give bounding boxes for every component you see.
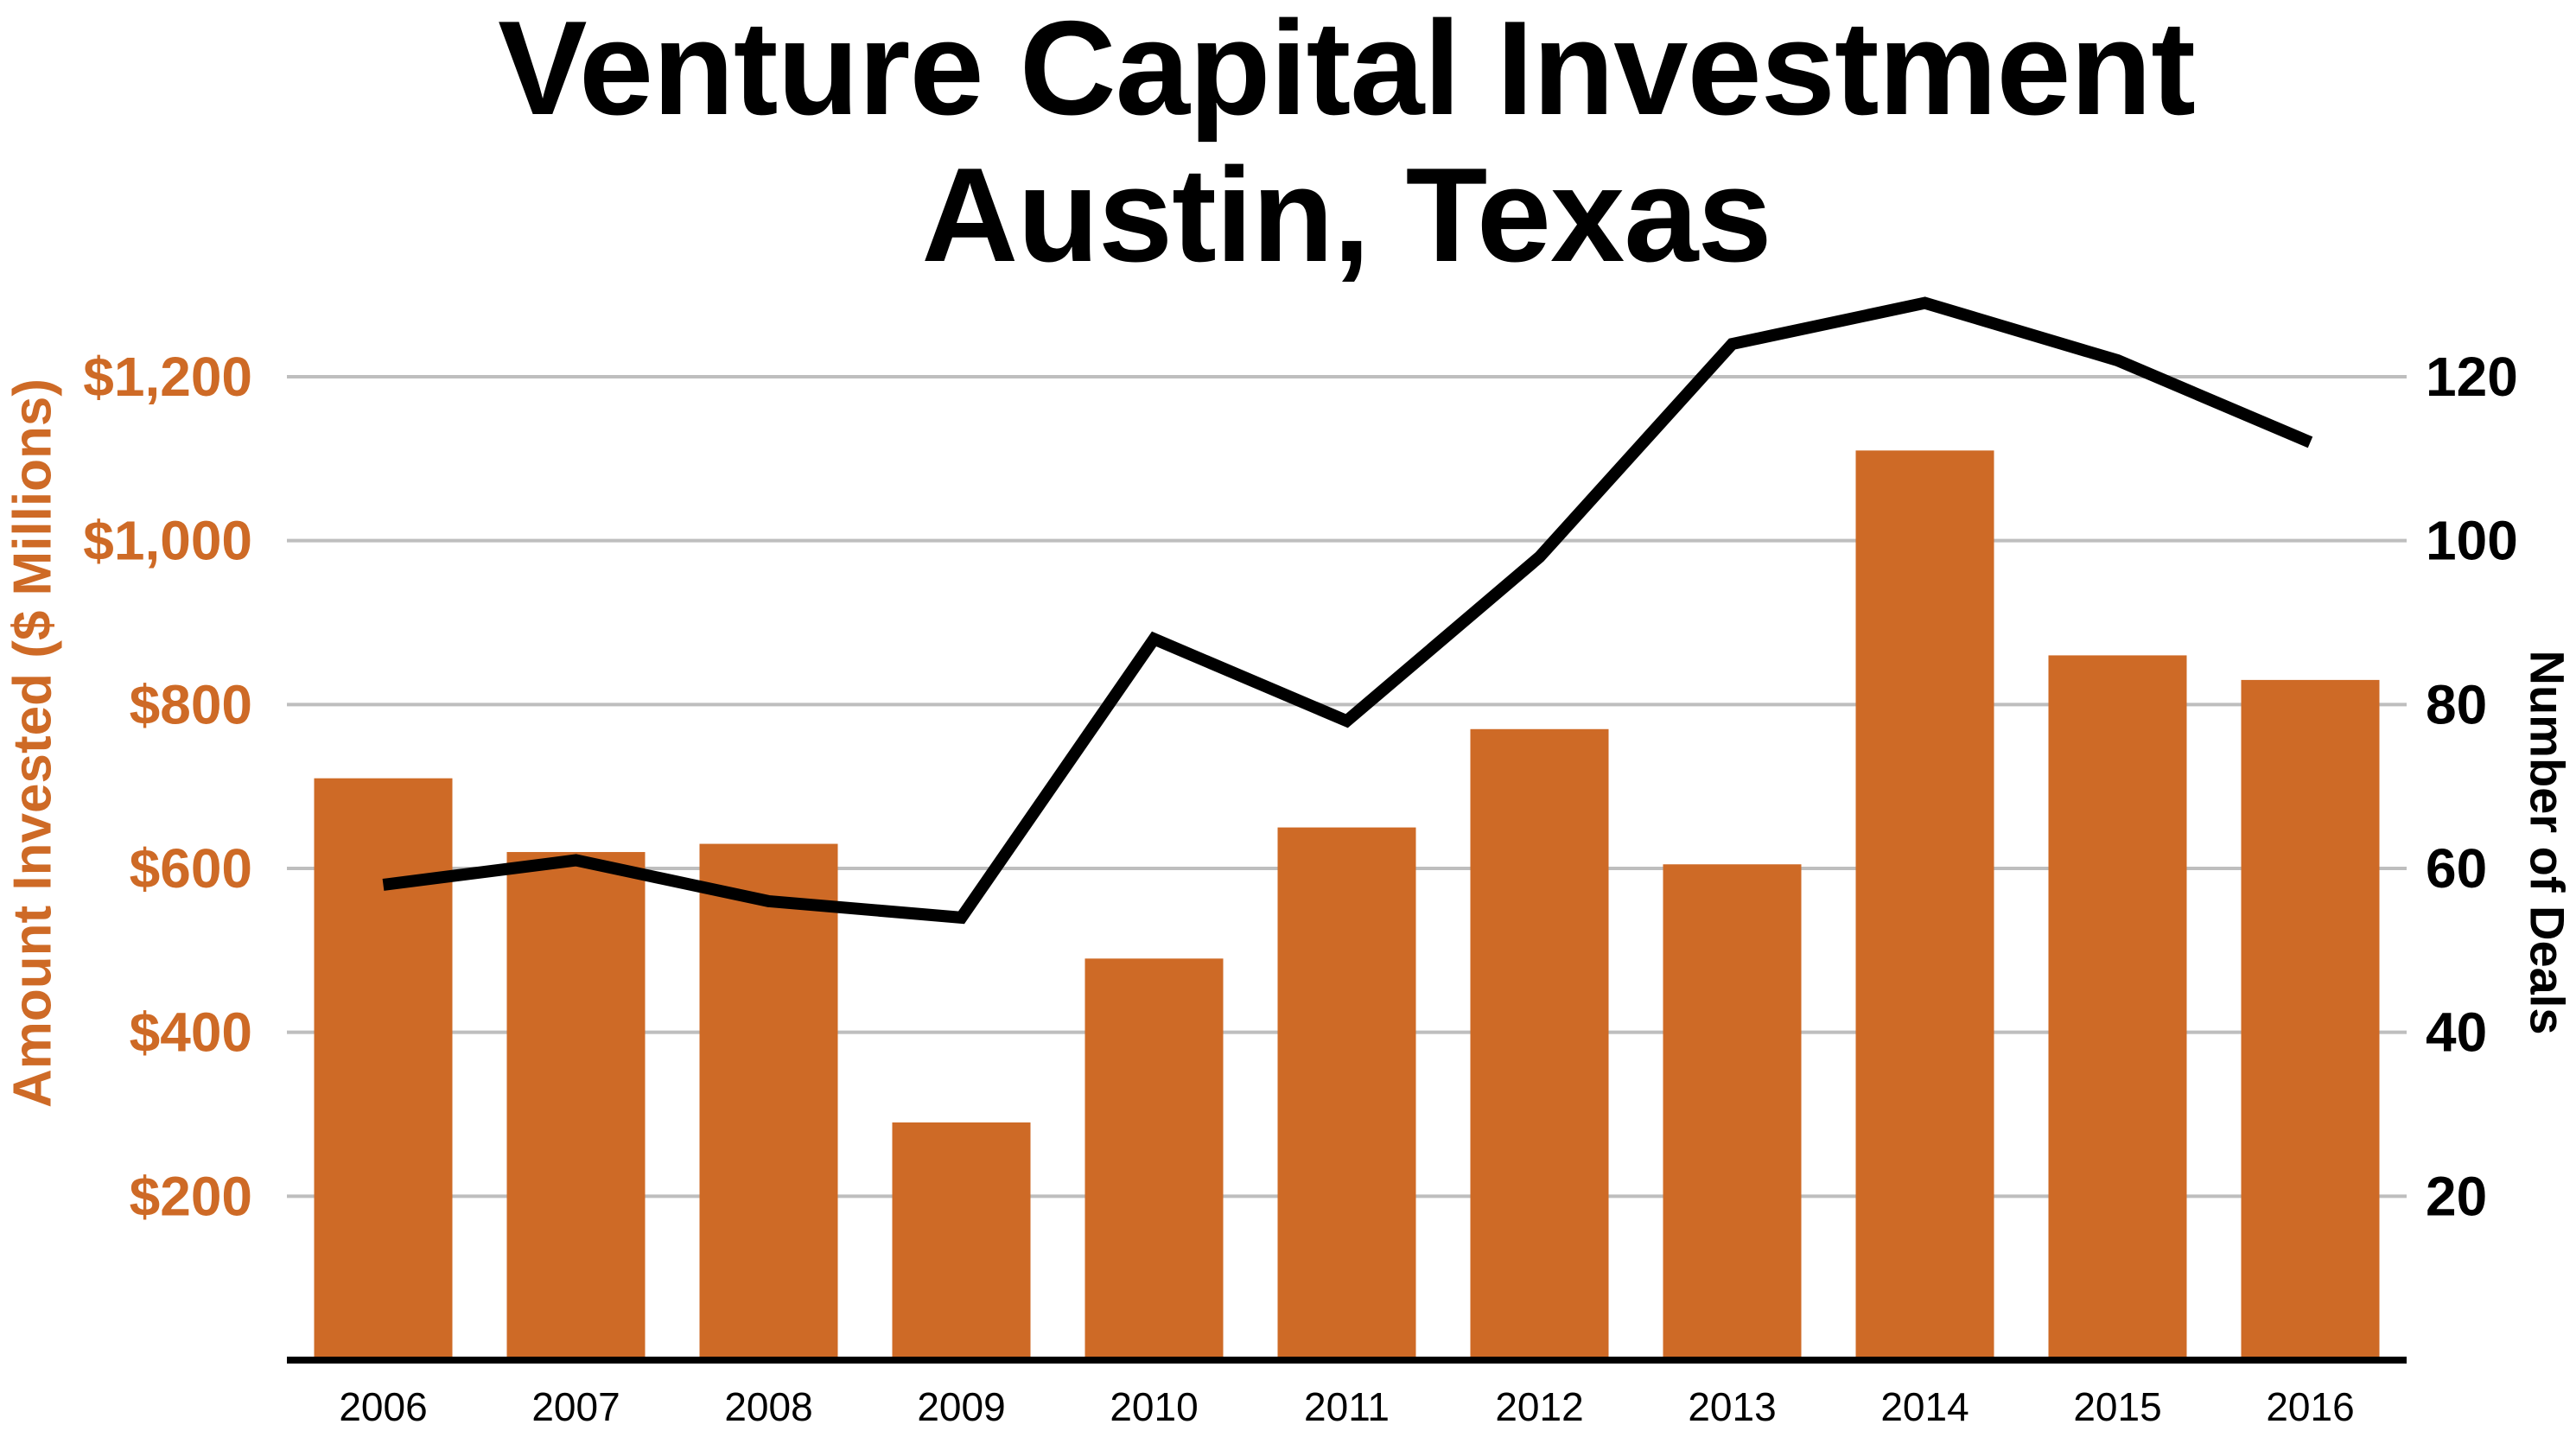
bar-2014 bbox=[1855, 450, 1994, 1360]
chart-title-line2: Austin, Texas bbox=[921, 140, 1771, 289]
bar-2009 bbox=[892, 1122, 1031, 1360]
left-axis-tick-label: $800 bbox=[130, 673, 252, 735]
x-axis-label-2007: 2007 bbox=[531, 1384, 620, 1429]
x-axis-label-2008: 2008 bbox=[724, 1384, 812, 1429]
chart-title: Venture Capital Investment Austin, Texas bbox=[498, 0, 2196, 289]
bar-2007 bbox=[506, 852, 646, 1360]
x-axis-label-2010: 2010 bbox=[1110, 1384, 1198, 1429]
bar-2008 bbox=[699, 843, 838, 1360]
left-axis-tick-label: $200 bbox=[130, 1165, 252, 1227]
chart-title-line1: Venture Capital Investment bbox=[498, 0, 2196, 143]
right-axis-tick-label: 120 bbox=[2426, 346, 2518, 408]
bar-2010 bbox=[1084, 958, 1224, 1360]
x-axis-label-2015: 2015 bbox=[2073, 1384, 2161, 1429]
bar-2013 bbox=[1663, 864, 1802, 1360]
x-axis-label-2009: 2009 bbox=[917, 1384, 1005, 1429]
x-axis-label-2012: 2012 bbox=[1495, 1384, 1583, 1429]
deals-line bbox=[382, 296, 2313, 925]
x-axis-label-2006: 2006 bbox=[339, 1384, 427, 1429]
left-axis-tick-label: $600 bbox=[130, 837, 252, 900]
left-axis-tick-label: $1,000 bbox=[83, 510, 252, 572]
x-axis-label-2016: 2016 bbox=[2266, 1384, 2354, 1429]
right-axis-title: Number of Deals bbox=[2520, 650, 2575, 1035]
left-axis-title: Amount Invested ($ Millions) bbox=[3, 378, 63, 1108]
right-axis-tick-label: 40 bbox=[2426, 1001, 2487, 1064]
right-axis-tick-label: 80 bbox=[2426, 673, 2487, 735]
x-axis-label-2011: 2011 bbox=[1304, 1384, 1390, 1429]
bar-2011 bbox=[1277, 827, 1416, 1360]
bar-2006 bbox=[314, 778, 453, 1360]
left-axis-tick-label: $400 bbox=[130, 1001, 252, 1064]
x-axis-label-2014: 2014 bbox=[1880, 1384, 1969, 1429]
x-axis-label-2013: 2013 bbox=[1688, 1384, 1776, 1429]
bar-2012 bbox=[1470, 728, 1609, 1360]
left-axis-tick-label: $1,200 bbox=[83, 346, 252, 408]
right-axis-tick-label: 100 bbox=[2426, 510, 2518, 572]
right-axis-tick-label: 20 bbox=[2426, 1165, 2487, 1227]
bar-2015 bbox=[2048, 655, 2187, 1360]
bar-2016 bbox=[2241, 679, 2380, 1360]
right-axis-tick-label: 60 bbox=[2426, 837, 2487, 900]
